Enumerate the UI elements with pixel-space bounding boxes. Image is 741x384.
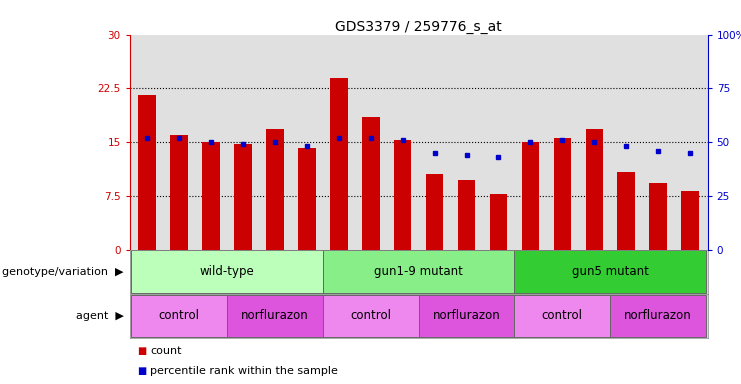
Bar bbox=[554, 139, 571, 250]
Text: gun5 mutant: gun5 mutant bbox=[572, 265, 648, 278]
Text: norflurazon: norflurazon bbox=[624, 310, 692, 322]
Bar bbox=[394, 140, 411, 250]
Text: ■: ■ bbox=[137, 366, 146, 376]
Text: agent  ▶: agent ▶ bbox=[76, 311, 124, 321]
Bar bbox=[649, 183, 667, 250]
Bar bbox=[617, 172, 635, 250]
Text: norflurazon: norflurazon bbox=[241, 310, 309, 322]
Bar bbox=[419, 295, 514, 337]
Bar bbox=[266, 129, 284, 250]
Bar bbox=[611, 295, 706, 337]
Bar bbox=[514, 295, 611, 337]
Bar bbox=[330, 78, 348, 250]
Bar bbox=[139, 96, 156, 250]
Text: ■: ■ bbox=[137, 346, 146, 356]
Bar bbox=[131, 250, 323, 293]
Bar bbox=[323, 295, 419, 337]
Bar bbox=[681, 191, 699, 250]
Bar bbox=[234, 144, 252, 250]
Text: control: control bbox=[159, 310, 199, 322]
Text: norflurazon: norflurazon bbox=[433, 310, 500, 322]
Text: control: control bbox=[542, 310, 583, 322]
Bar bbox=[170, 135, 188, 250]
Bar bbox=[522, 142, 539, 250]
Bar bbox=[323, 250, 514, 293]
Bar bbox=[490, 194, 508, 250]
Bar bbox=[458, 180, 475, 250]
Bar bbox=[202, 142, 220, 250]
Bar bbox=[227, 295, 323, 337]
Title: GDS3379 / 259776_s_at: GDS3379 / 259776_s_at bbox=[335, 20, 502, 33]
Bar bbox=[362, 117, 379, 250]
Bar bbox=[585, 129, 603, 250]
Text: wild-type: wild-type bbox=[199, 265, 254, 278]
Text: genotype/variation  ▶: genotype/variation ▶ bbox=[2, 266, 124, 277]
Bar bbox=[131, 295, 227, 337]
Text: control: control bbox=[350, 310, 391, 322]
Bar bbox=[514, 250, 706, 293]
Bar bbox=[298, 148, 316, 250]
Text: percentile rank within the sample: percentile rank within the sample bbox=[150, 366, 339, 376]
Text: count: count bbox=[150, 346, 182, 356]
Bar bbox=[426, 174, 443, 250]
Text: gun1-9 mutant: gun1-9 mutant bbox=[374, 265, 463, 278]
